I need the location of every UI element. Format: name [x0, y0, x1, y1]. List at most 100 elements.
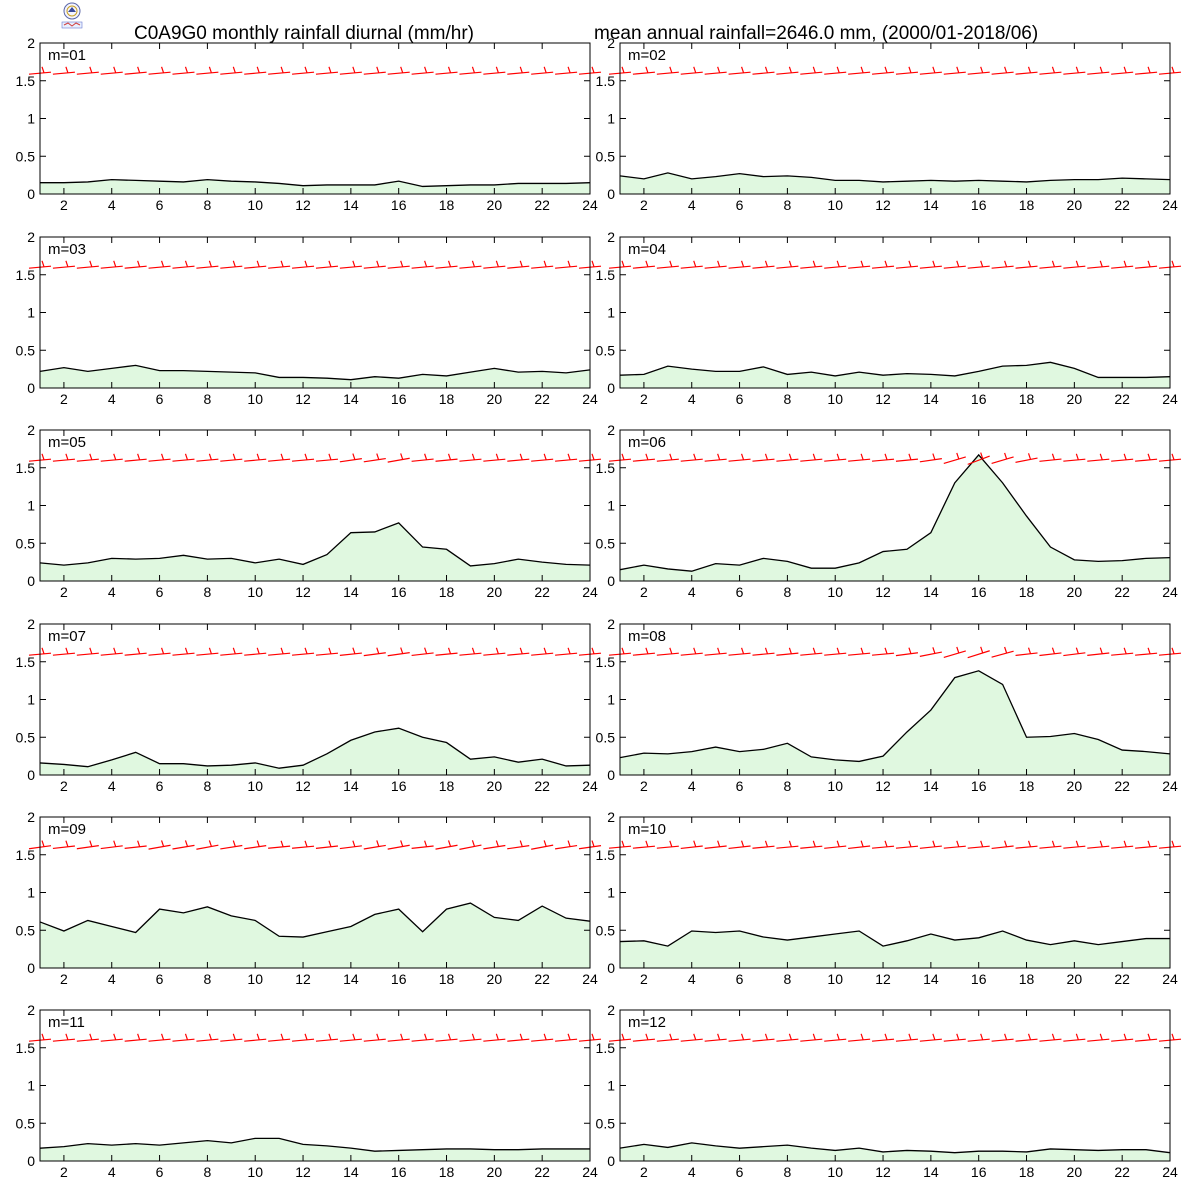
wind-barb-flag: [621, 453, 625, 460]
wind-barb: [220, 652, 243, 656]
wind-barb-flag: [591, 260, 595, 267]
panel-frame: [619, 1009, 1171, 1162]
wind-barb-flag: [645, 840, 649, 847]
rain-panel: 00.511.522 4 6 8 10 12 14 16 18 20 22 24m=12: [596, 1002, 1182, 1180]
wind-barb: [363, 457, 386, 463]
wind-barb-flag: [519, 453, 523, 460]
x-tick-label: 2: [640, 197, 648, 213]
rain-panel: 00.511.522 4 6 8 10 12 14 16 18 20 22 24m=03: [16, 229, 602, 407]
x-tick-label: 22: [534, 391, 550, 407]
wind-barb: [220, 844, 243, 850]
rain-point: [714, 1145, 716, 1147]
wind-barb-flag: [740, 647, 745, 654]
wind-barb: [1087, 458, 1110, 462]
wind-barb-flag: [519, 66, 523, 73]
wind-barb: [752, 265, 775, 269]
panel-label: m=10: [628, 821, 666, 838]
wind-barb-flag: [591, 840, 595, 847]
wind-barb: [848, 652, 871, 656]
wind-barb: [507, 845, 530, 850]
rain-point: [206, 1139, 208, 1141]
rain-point: [302, 1143, 304, 1145]
wind-barb-flag: [591, 647, 595, 654]
wind-barb: [196, 844, 219, 850]
wind-barb: [531, 265, 554, 269]
wind-barb: [148, 71, 171, 75]
rain-point: [1145, 376, 1147, 378]
wind-barb-flag: [1027, 453, 1032, 460]
wind-barb-flag: [788, 647, 792, 654]
wind-barb-flag: [65, 647, 69, 654]
rain-point: [786, 939, 788, 941]
wind-barb-flag: [1004, 646, 1008, 654]
rain-point: [1097, 943, 1099, 945]
x-tick-label: 14: [343, 584, 359, 600]
wind-barb: [52, 652, 75, 656]
wind-barb: [507, 652, 530, 656]
wind-barb: [1063, 458, 1086, 462]
wind-barb-flag: [400, 647, 404, 654]
y-tick-label: 0.5: [596, 342, 616, 358]
rain-point: [565, 1148, 567, 1150]
rain-point: [667, 1146, 669, 1148]
wind-barb: [435, 844, 458, 850]
wind-barb: [871, 71, 895, 75]
wind-barb: [800, 652, 823, 656]
rain-point: [134, 931, 136, 933]
wind-barb: [411, 458, 434, 462]
wind-barb: [196, 71, 219, 75]
wind-barb-flag: [1027, 66, 1032, 73]
rain-point: [858, 179, 860, 181]
wind-barb-flag: [447, 260, 452, 267]
wind-barb-flag: [1171, 66, 1175, 73]
x-tick-label: 16: [971, 197, 987, 213]
x-tick-label: 14: [923, 1164, 939, 1180]
wind-barb-flag: [89, 840, 93, 847]
wind-barb-flag: [41, 840, 45, 847]
rain-point: [691, 1142, 693, 1144]
wind-barb-flag: [208, 260, 212, 267]
x-tick-label: 24: [1162, 1164, 1178, 1180]
wind-barb: [1015, 652, 1038, 657]
rain-point: [469, 371, 471, 373]
wind-barb: [680, 1038, 703, 1042]
wind-barb-flag: [1004, 1033, 1008, 1040]
rain-point: [87, 370, 89, 372]
wind-barb-flag: [41, 647, 45, 654]
x-tick-label: 12: [295, 971, 311, 987]
rain-point: [302, 764, 304, 766]
wind-barb-flag: [328, 840, 332, 847]
rain-point: [786, 373, 788, 375]
wind-barb: [895, 265, 919, 269]
wind-barb-flag: [812, 453, 816, 460]
wind-barb-flag: [836, 1033, 840, 1040]
x-tick-label: 8: [203, 1164, 211, 1180]
wind-barb: [824, 265, 847, 269]
rain-point: [667, 172, 669, 174]
wind-barb-flag: [1004, 260, 1008, 267]
wind-barb: [967, 455, 990, 465]
x-tick-label: 18: [439, 391, 455, 407]
wind-barb-flag: [208, 1033, 212, 1040]
wind-barb: [728, 71, 751, 75]
y-tick-label: 1.5: [596, 267, 616, 283]
wind-barb: [244, 845, 267, 850]
wind-barb-flag: [1147, 840, 1151, 847]
wind-barb-flag: [1051, 840, 1056, 847]
wind-barb: [728, 845, 751, 850]
rain-point: [63, 930, 65, 932]
wind-barb: [919, 458, 942, 463]
x-tick-label: 6: [736, 971, 744, 987]
wind-barb: [268, 845, 291, 849]
rain-point: [326, 377, 328, 379]
y-tick-label: 2: [27, 616, 35, 632]
x-tick-label: 22: [1114, 391, 1130, 407]
rain-point: [397, 522, 399, 524]
wind-barb: [895, 1038, 919, 1042]
x-tick-label: 14: [343, 1164, 359, 1180]
wind-barb: [387, 457, 410, 463]
x-tick-label: 4: [108, 1164, 116, 1180]
wind-barb-flag: [424, 1033, 428, 1040]
rain-line: [39, 364, 591, 381]
rain-point: [326, 553, 328, 555]
